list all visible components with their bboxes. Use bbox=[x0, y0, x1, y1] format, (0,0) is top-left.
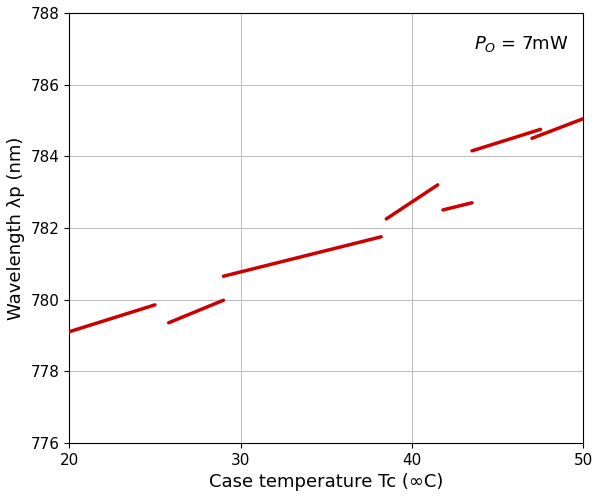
Y-axis label: Wavelength λp (nm): Wavelength λp (nm) bbox=[7, 136, 25, 320]
X-axis label: Case temperature Tc (∞C): Case temperature Tc (∞C) bbox=[209, 473, 443, 491]
Text: $P_O$ = 7mW: $P_O$ = 7mW bbox=[473, 34, 568, 54]
